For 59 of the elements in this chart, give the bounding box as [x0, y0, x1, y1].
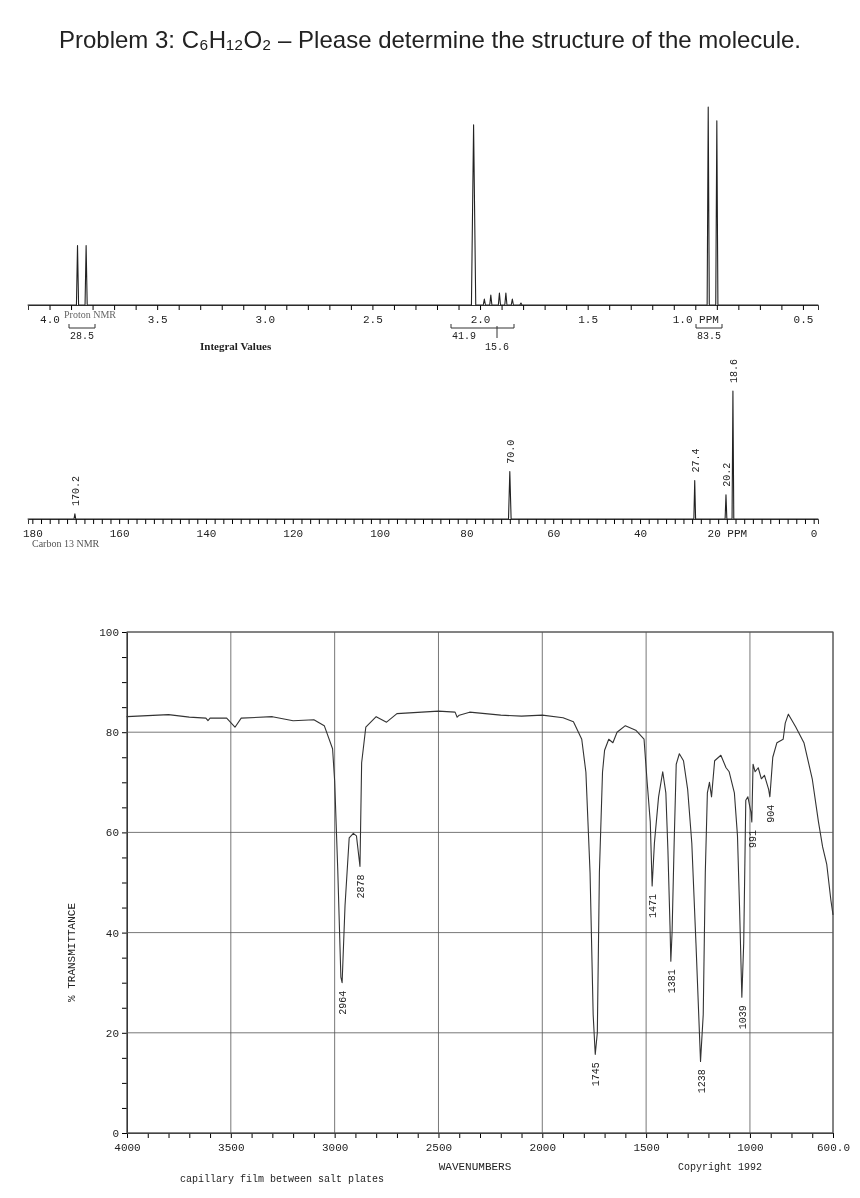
text: Integral Values [200, 340, 272, 352]
x-tick-label: 2500 [425, 1141, 453, 1154]
x-tick-label: 600.0 [816, 1141, 851, 1154]
y-tick-label: 20 [105, 1027, 119, 1040]
text: 15.6 [484, 342, 510, 353]
x-tick-label: 180 [22, 527, 43, 540]
x-tick-label: 140 [196, 527, 217, 540]
x-tick-label: 1.5 [578, 313, 599, 326]
x-tick-label: 40 [633, 527, 648, 540]
text: Copyright 1992 [678, 1162, 763, 1173]
x-tick-label: 2000 [529, 1141, 556, 1154]
annotation: 904 [765, 804, 777, 823]
text: 83.5 [696, 331, 722, 342]
x-axis-title: WAVENUMBERS [438, 1161, 512, 1173]
text: Carbon 13 NMR [32, 538, 100, 549]
annotation: 70.0 [505, 439, 517, 464]
x-tick-label: 60 [547, 527, 561, 540]
annotation: 991 [747, 829, 759, 848]
x-tick-label: 3.0 [255, 313, 276, 326]
x-tick-label: 3000 [321, 1141, 349, 1154]
x-tick-label: 3.5 [147, 313, 168, 326]
annotation: 1471 [648, 894, 660, 919]
annotation: 20.2 [721, 462, 733, 487]
annotation: 27.4 [690, 448, 702, 473]
x-tick-label: 4000 [114, 1141, 141, 1154]
y-tick-label: 60 [105, 827, 119, 840]
text: 28.5 [69, 331, 95, 342]
y-tick-label: 0 [112, 1128, 119, 1141]
x-tick-label: 4.0 [40, 313, 60, 326]
y-tick-label: 40 [105, 927, 119, 940]
text: Proton NMR [64, 309, 117, 320]
x-tick-label: 2.0 [470, 313, 491, 326]
x-tick-label: 0 [810, 527, 818, 540]
annotation: 18.6 [728, 358, 740, 383]
x-tick-label: 1000 [737, 1141, 764, 1154]
y-axis-title: % TRANSMITTANCE [66, 902, 78, 1003]
x-tick-label: 80 [460, 527, 474, 540]
x-tick-label: 3500 [218, 1141, 245, 1154]
text: capillary film between salt plates [180, 1174, 385, 1185]
x-tick-label: 1500 [633, 1141, 660, 1154]
text: 41.9 [451, 331, 477, 342]
x-tick-label: 2.5 [363, 313, 383, 326]
annotation: 1381 [666, 969, 678, 994]
annotation: 1039 [737, 1005, 749, 1030]
chart-title: Problem 3: C₆H₁₂O₂ – Please determine the structure of the molecule. [58, 26, 802, 53]
x-tick-label: 1.0 PPM [672, 313, 719, 326]
x-tick-label: 160 [109, 527, 130, 540]
x-tick-label: 120 [283, 527, 304, 540]
annotation: 1745 [591, 1062, 603, 1087]
y-tick-label: 100 [99, 627, 119, 640]
y-tick-label: 80 [105, 727, 119, 740]
annotation: 170.2 [70, 475, 82, 506]
line-series [126, 710, 834, 1062]
annotation: 2878 [355, 874, 367, 899]
x-tick-label: 20 PPM [707, 527, 748, 540]
annotation: 2964 [338, 990, 350, 1015]
x-tick-label: 0.5 [793, 313, 814, 326]
x-tick-label: 100 [370, 527, 390, 540]
annotation: 1238 [696, 1069, 708, 1094]
